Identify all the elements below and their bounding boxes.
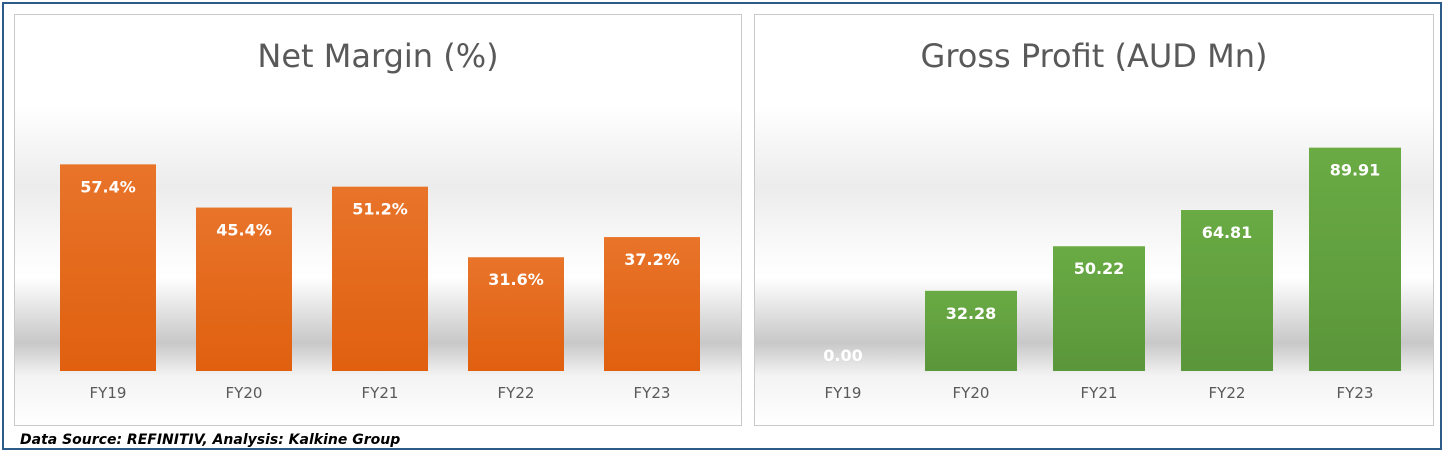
bar-value-label: 37.2% (624, 250, 680, 269)
gross-profit-chart-title: Gross Profit (AUD Mn) (920, 37, 1268, 75)
net-margin-chart: 57.4% FY19 45.4% FY20 51.2% FY21 31.6% FY22 37.2… (60, 164, 700, 402)
x-tick-label: FY19 (825, 384, 862, 402)
bar-fy21 (332, 186, 428, 371)
bar-value-label: 0.00 (823, 346, 862, 365)
bar-value-label: 89.91 (1330, 161, 1381, 180)
x-tick-label: FY19 (90, 384, 127, 402)
bar-fy22 (468, 257, 564, 371)
x-tick-label: FY21 (362, 384, 399, 402)
bar-fy23 (604, 237, 700, 371)
bar-fy20 (196, 207, 292, 371)
bar-value-label: 64.81 (1202, 223, 1253, 242)
x-tick-label: FY22 (498, 384, 535, 402)
bar-value-label: 32.28 (946, 304, 997, 323)
net-margin-chart-panel: Net Margin (%) 57.4% FY19 45.4% FY20 51.2% FY… (14, 14, 742, 426)
x-tick-label: FY21 (1081, 384, 1118, 402)
bar-fy23 (1309, 147, 1401, 371)
x-tick-label: FY23 (1337, 384, 1374, 402)
bar-value-label: 31.6% (488, 270, 544, 289)
bar-fy22 (1181, 209, 1273, 371)
bar-value-label: 51.2% (352, 200, 408, 219)
bar-fy19 (60, 164, 156, 371)
x-tick-label: FY20 (226, 384, 263, 402)
figure-frame: Net Margin (%) 57.4% FY19 45.4% FY20 51.2% FY… (2, 2, 1442, 450)
bar-value-label: 57.4% (80, 177, 136, 196)
bar-value-label: 50.22 (1074, 259, 1125, 278)
x-tick-label: FY23 (634, 384, 671, 402)
bar-fy21 (1053, 246, 1145, 371)
bar-fy20 (925, 290, 1017, 371)
bar-value-label: 45.4% (216, 221, 272, 240)
x-tick-label: FY22 (1209, 384, 1246, 402)
gross-profit-chart: 0.00 FY19 32.28 FY20 50.22 FY21 64.81 FY22 89.91… (823, 147, 1401, 402)
x-tick-label: FY20 (953, 384, 990, 402)
net-margin-chart-title: Net Margin (%) (257, 37, 499, 75)
gross-profit-chart-panel: Gross Profit (AUD Mn) 0.00 FY19 32.28 FY20 5… (754, 14, 1434, 426)
data-source-note: Data Source: REFINITIV, Analysis: Kalkin… (20, 432, 401, 448)
